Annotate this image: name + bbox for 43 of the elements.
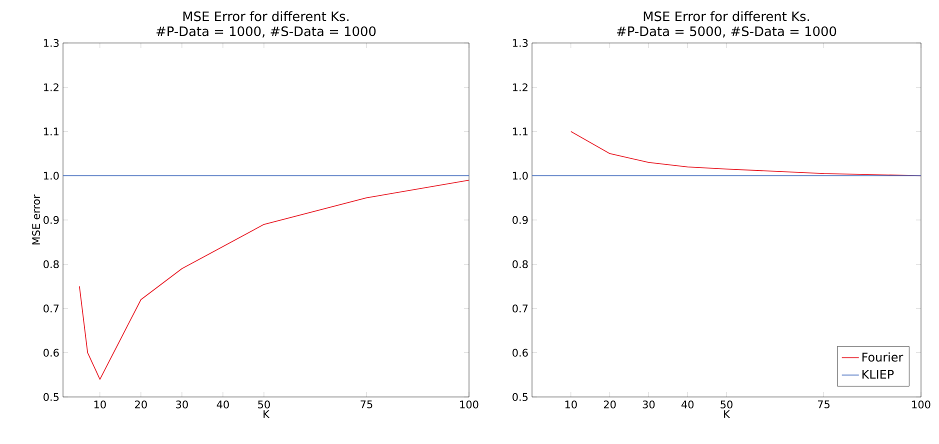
line-series [570,131,922,176]
y-tick-label: 0.5 [44,393,59,401]
chart-subtitle: #P-Data = 1000, #S-Data = 1000 [156,26,376,38]
y-tick-label: 0.8 [512,260,528,268]
x-tick-label: 40 [681,400,694,408]
chart-title: MSE Error for different Ks. [644,11,809,22]
y-tick-label: 1.2 [512,83,528,92]
y-tick-label: 1.1 [44,128,59,136]
x-tick-label: 20 [135,400,147,408]
x-tick-label: 75 [818,400,830,408]
y-tick-label: 0.8 [44,260,59,268]
y-tick-label: 1.0 [44,172,59,180]
chart-subtitle: #P-Data = 5000, #S-Data = 1000 [617,26,836,38]
x-tick-label: 50 [258,400,270,408]
y-tick-label: 1.0 [512,172,528,180]
x-tick-label: 30 [642,400,655,408]
y-tick-label: 1.1 [512,128,528,136]
x-tick-label: 40 [216,400,229,408]
y-tick-label: 1.3 [512,39,528,47]
x-tick-label: 10 [94,400,106,408]
legend-label: Fourier [862,352,904,362]
x-tick-label: 30 [176,400,188,408]
x-tick-label: 20 [604,400,616,408]
legend-label: KLIEP [862,370,894,379]
y-tick-label: 0.7 [44,304,59,312]
x-axis-title: K [264,410,270,418]
y-tick-label: 0.7 [512,304,528,312]
y-axis-title: MSE error [32,194,40,244]
x-axis-title: K [724,410,730,418]
y-tick-label: 0.9 [44,216,59,224]
y-tick-label: 0.6 [512,348,528,357]
x-tick-label: 10 [565,400,577,408]
y-tick-label: 0.6 [44,348,59,357]
chart-title: MSE Error for different Ks. [183,11,348,22]
x-tick-label: 100 [460,400,478,408]
x-tick-label: 100 [912,400,930,408]
x-tick-label: 75 [360,400,372,408]
y-tick-label: 1.3 [44,39,59,47]
y-tick-label: 0.5 [512,393,528,401]
y-tick-label: 1.2 [44,83,58,92]
line-series [78,180,470,380]
y-tick-label: 0.9 [512,216,528,224]
x-tick-label: 50 [720,400,732,408]
